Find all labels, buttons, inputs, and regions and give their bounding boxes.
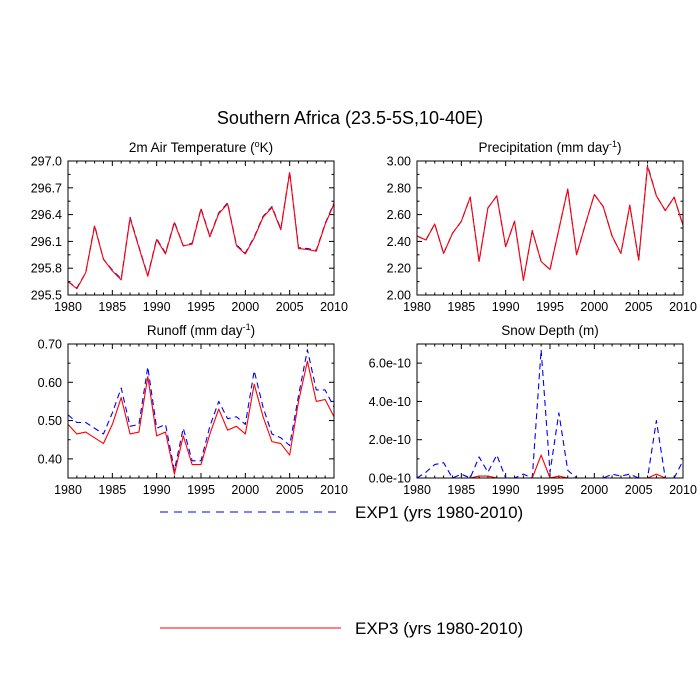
y-tick-label: 2.20 <box>387 262 411 276</box>
x-tick-label: 1980 <box>54 483 82 497</box>
x-tick-label: 1995 <box>187 300 215 314</box>
y-tick-label: 6.0e-10 <box>369 357 411 371</box>
y-tick-label: 4.0e-10 <box>369 395 411 409</box>
y-tick-label: 2.80 <box>387 181 411 195</box>
x-tick-label: 2005 <box>625 300 653 314</box>
y-tick-label: 295.8 <box>31 262 62 276</box>
plot-frame <box>416 343 684 479</box>
y-tick-label: 0.50 <box>38 414 62 428</box>
plot-frame <box>416 160 684 296</box>
y-tick-label: 3.00 <box>387 155 411 169</box>
series-line-exp1 <box>67 171 335 289</box>
panel-2: Precipitation (mm day-1) 1980 1985 1990 1995… <box>387 139 697 314</box>
x-tick-label: 1995 <box>536 483 564 497</box>
x-tick-label: 1985 <box>447 483 475 497</box>
x-tick-label: 2010 <box>669 483 697 497</box>
panel-title-sup: -1 <box>243 322 251 332</box>
legend: EXP1 (yrs 1980-2010) EXP3 (yrs 1980-2010… <box>160 503 523 638</box>
y-tick-label: 296.4 <box>31 208 62 222</box>
panel-1: 2m Air Temperature (oK) 1980 1985 1990 1995 2… <box>31 139 348 314</box>
panels: 2m Air Temperature (oK) 1980 1985 1990 1995 2… <box>31 139 697 497</box>
x-tick-label: 1985 <box>98 300 126 314</box>
x-tick-label: 2010 <box>669 300 697 314</box>
x-tick-label: 1995 <box>187 483 215 497</box>
series-line-exp3 <box>67 172 335 290</box>
x-tick-label: 2000 <box>580 300 608 314</box>
x-tick-label: 1990 <box>143 300 171 314</box>
plot-frame <box>67 343 335 479</box>
x-tick-label: 2000 <box>231 300 259 314</box>
y-tick-label: 2.00 <box>387 289 411 303</box>
x-tick-label: 1990 <box>492 300 520 314</box>
panel-title-main: Precipitation (mm day <box>478 140 609 155</box>
y-tick-label: 296.1 <box>31 235 62 249</box>
panel-title-tail: ) <box>617 140 622 155</box>
series-line-exp1 <box>416 349 684 479</box>
x-tick-label: 2005 <box>625 483 653 497</box>
plot-frame <box>67 160 335 296</box>
y-tick-label: 0.40 <box>38 452 62 466</box>
x-tick-label: 1985 <box>447 300 475 314</box>
x-tick-label: 2010 <box>320 483 348 497</box>
x-tick-label: 1990 <box>143 483 171 497</box>
series-line-exp3 <box>67 360 335 475</box>
y-tick-label: 295.5 <box>31 289 62 303</box>
series-line-exp1 <box>416 164 684 281</box>
main-title: Southern Africa (23.5-5S,10-40E) <box>217 108 483 128</box>
panel-4: Snow Depth (m) 1980 1985 1990 1995 2000 2005 20… <box>369 323 697 497</box>
panel-title-sup: o <box>255 139 260 149</box>
x-tick-label: 2010 <box>320 300 348 314</box>
y-tick-label: 2.40 <box>387 235 411 249</box>
y-tick-label: 2.60 <box>387 208 411 222</box>
y-tick-label: 297.0 <box>31 155 62 169</box>
x-tick-label: 1985 <box>98 483 126 497</box>
panel-title-sup: -1 <box>609 139 617 149</box>
panel-title: Runoff (mm day-1) <box>147 322 255 338</box>
y-tick-label: 296.7 <box>31 181 62 195</box>
panel-title: Precipitation (mm day-1) <box>478 139 621 155</box>
y-tick-label: 0.0e-10 <box>369 472 411 486</box>
panel-title-main: 2m Air Temperature ( <box>129 140 255 155</box>
x-tick-label: 2000 <box>231 483 259 497</box>
panel-title-main: Runoff (mm day <box>147 323 243 338</box>
x-tick-label: 2000 <box>580 483 608 497</box>
x-tick-label: 2005 <box>276 300 304 314</box>
x-tick-label: 2005 <box>276 483 304 497</box>
legend-label-exp3: EXP3 (yrs 1980-2010) <box>355 619 523 638</box>
y-tick-label: 0.60 <box>38 376 62 390</box>
panel-title: 2m Air Temperature (oK) <box>129 139 273 155</box>
x-tick-label: 1995 <box>536 300 564 314</box>
series-line-exp1 <box>67 349 335 471</box>
panel-title: Snow Depth (m) <box>501 323 599 338</box>
panel-title-tail: K) <box>260 140 274 155</box>
x-tick-label: 1980 <box>403 300 431 314</box>
y-tick-label: 0.70 <box>38 338 62 352</box>
panel-title-main: Snow Depth (m) <box>501 323 599 338</box>
series-line-exp3 <box>416 165 684 281</box>
x-tick-label: 1990 <box>492 483 520 497</box>
x-tick-label: 1980 <box>54 300 82 314</box>
y-tick-label: 2.0e-10 <box>369 433 411 447</box>
legend-label-exp1: EXP1 (yrs 1980-2010) <box>355 503 523 522</box>
panel-title-tail: ) <box>251 323 256 338</box>
panel-3: Runoff (mm day-1) 1980 1985 1990 1995 2000 200… <box>38 322 348 497</box>
x-tick-label: 1980 <box>403 483 431 497</box>
